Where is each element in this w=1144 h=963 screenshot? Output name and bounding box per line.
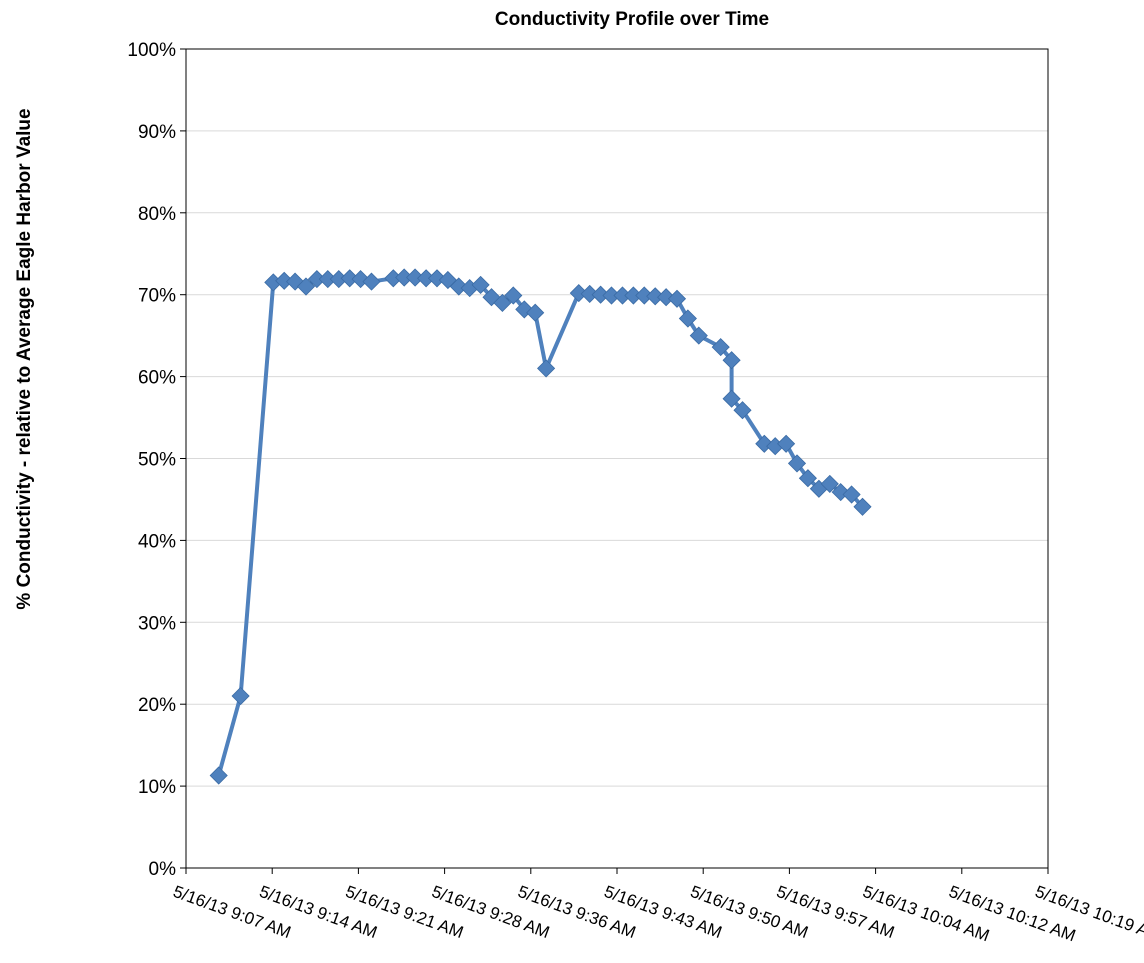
data-point <box>657 288 676 307</box>
data-point <box>678 309 697 328</box>
y-tick-label: 100% <box>127 40 176 61</box>
data-point <box>820 474 839 493</box>
y-tick-label: 50% <box>138 450 176 471</box>
data-point <box>471 275 490 294</box>
y-tick-label: 60% <box>138 368 176 389</box>
data-point <box>722 351 741 370</box>
x-axis: 5/16/13 9:07 AM5/16/13 9:14 AM5/16/13 9:… <box>171 868 1144 945</box>
y-tick-label: 0% <box>149 859 177 880</box>
data-point <box>777 434 796 453</box>
y-axis-label: % Conductivity - relative to Average Eag… <box>14 108 35 609</box>
chart-title: Conductivity Profile over Time <box>495 9 769 30</box>
data-point <box>842 485 861 504</box>
data-point <box>526 303 545 322</box>
data-point <box>537 359 556 378</box>
grid-lines <box>186 130 1048 787</box>
data-point <box>853 497 872 516</box>
data-point <box>504 286 523 305</box>
data-point <box>798 469 817 488</box>
data-point <box>733 401 752 420</box>
data-point <box>493 293 512 312</box>
y-tick-label: 70% <box>138 286 176 307</box>
y-tick-label: 80% <box>138 204 176 225</box>
y-tick-label: 20% <box>138 695 176 716</box>
series-markers <box>209 268 872 785</box>
data-point <box>209 766 228 785</box>
data-point <box>362 272 381 291</box>
series-line <box>216 275 865 778</box>
data-point <box>711 338 730 357</box>
y-tick-label: 10% <box>138 777 176 798</box>
y-axis: 0% 10% 20% 30% 40% 50% 60% 70% 80% 90% 100% <box>127 40 186 880</box>
data-point <box>689 326 708 345</box>
data-point <box>787 454 807 473</box>
data-point <box>231 686 250 706</box>
data-point <box>667 289 687 308</box>
data-point <box>449 277 468 296</box>
data-point <box>427 269 447 288</box>
y-tick-label: 90% <box>138 122 176 143</box>
data-point <box>722 389 741 408</box>
y-tick-label: 30% <box>138 613 176 634</box>
y-tick-label: 40% <box>138 531 176 552</box>
data-point <box>296 277 316 296</box>
